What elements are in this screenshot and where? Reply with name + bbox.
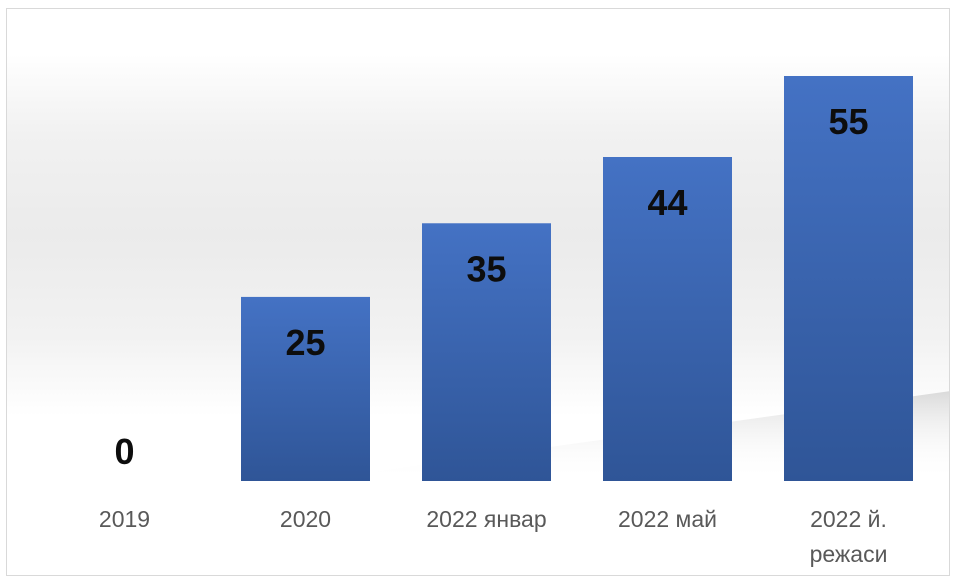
data-label-2020: 25 — [285, 322, 325, 363]
category-label-2022-й-режаси: 2022 й. режаси — [810, 506, 888, 567]
data-label-2022-й-режаси: 55 — [828, 101, 868, 142]
data-label-2022-май: 44 — [647, 182, 687, 223]
category-label-2022-май: 2022 май — [618, 506, 717, 532]
data-label-2022-январ: 35 — [466, 248, 506, 289]
bars — [241, 76, 913, 482]
bar-2022-май — [603, 157, 732, 481]
category-label-2019: 2019 — [99, 506, 150, 532]
bar-chart: 0 25 35 44 55 2019 2020 2022 январ 2022 май 2022… — [99, 76, 949, 567]
bar-2020 — [241, 296, 370, 481]
category-label-2020: 2020 — [280, 506, 331, 532]
bar-2022-й-режаси — [784, 76, 913, 481]
data-label-2019: 0 — [114, 431, 134, 472]
category-label-2022-январ: 2022 январ — [426, 506, 546, 532]
bar-2022-январ — [422, 223, 551, 482]
category-labels: 2019 2020 2022 январ 2022 май 2022 й. режаси — [99, 506, 888, 567]
chart-area: 0 25 35 44 55 2019 2020 2022 январ 2022 май 2022… — [6, 8, 950, 576]
data-labels: 0 25 35 44 55 — [114, 101, 868, 472]
